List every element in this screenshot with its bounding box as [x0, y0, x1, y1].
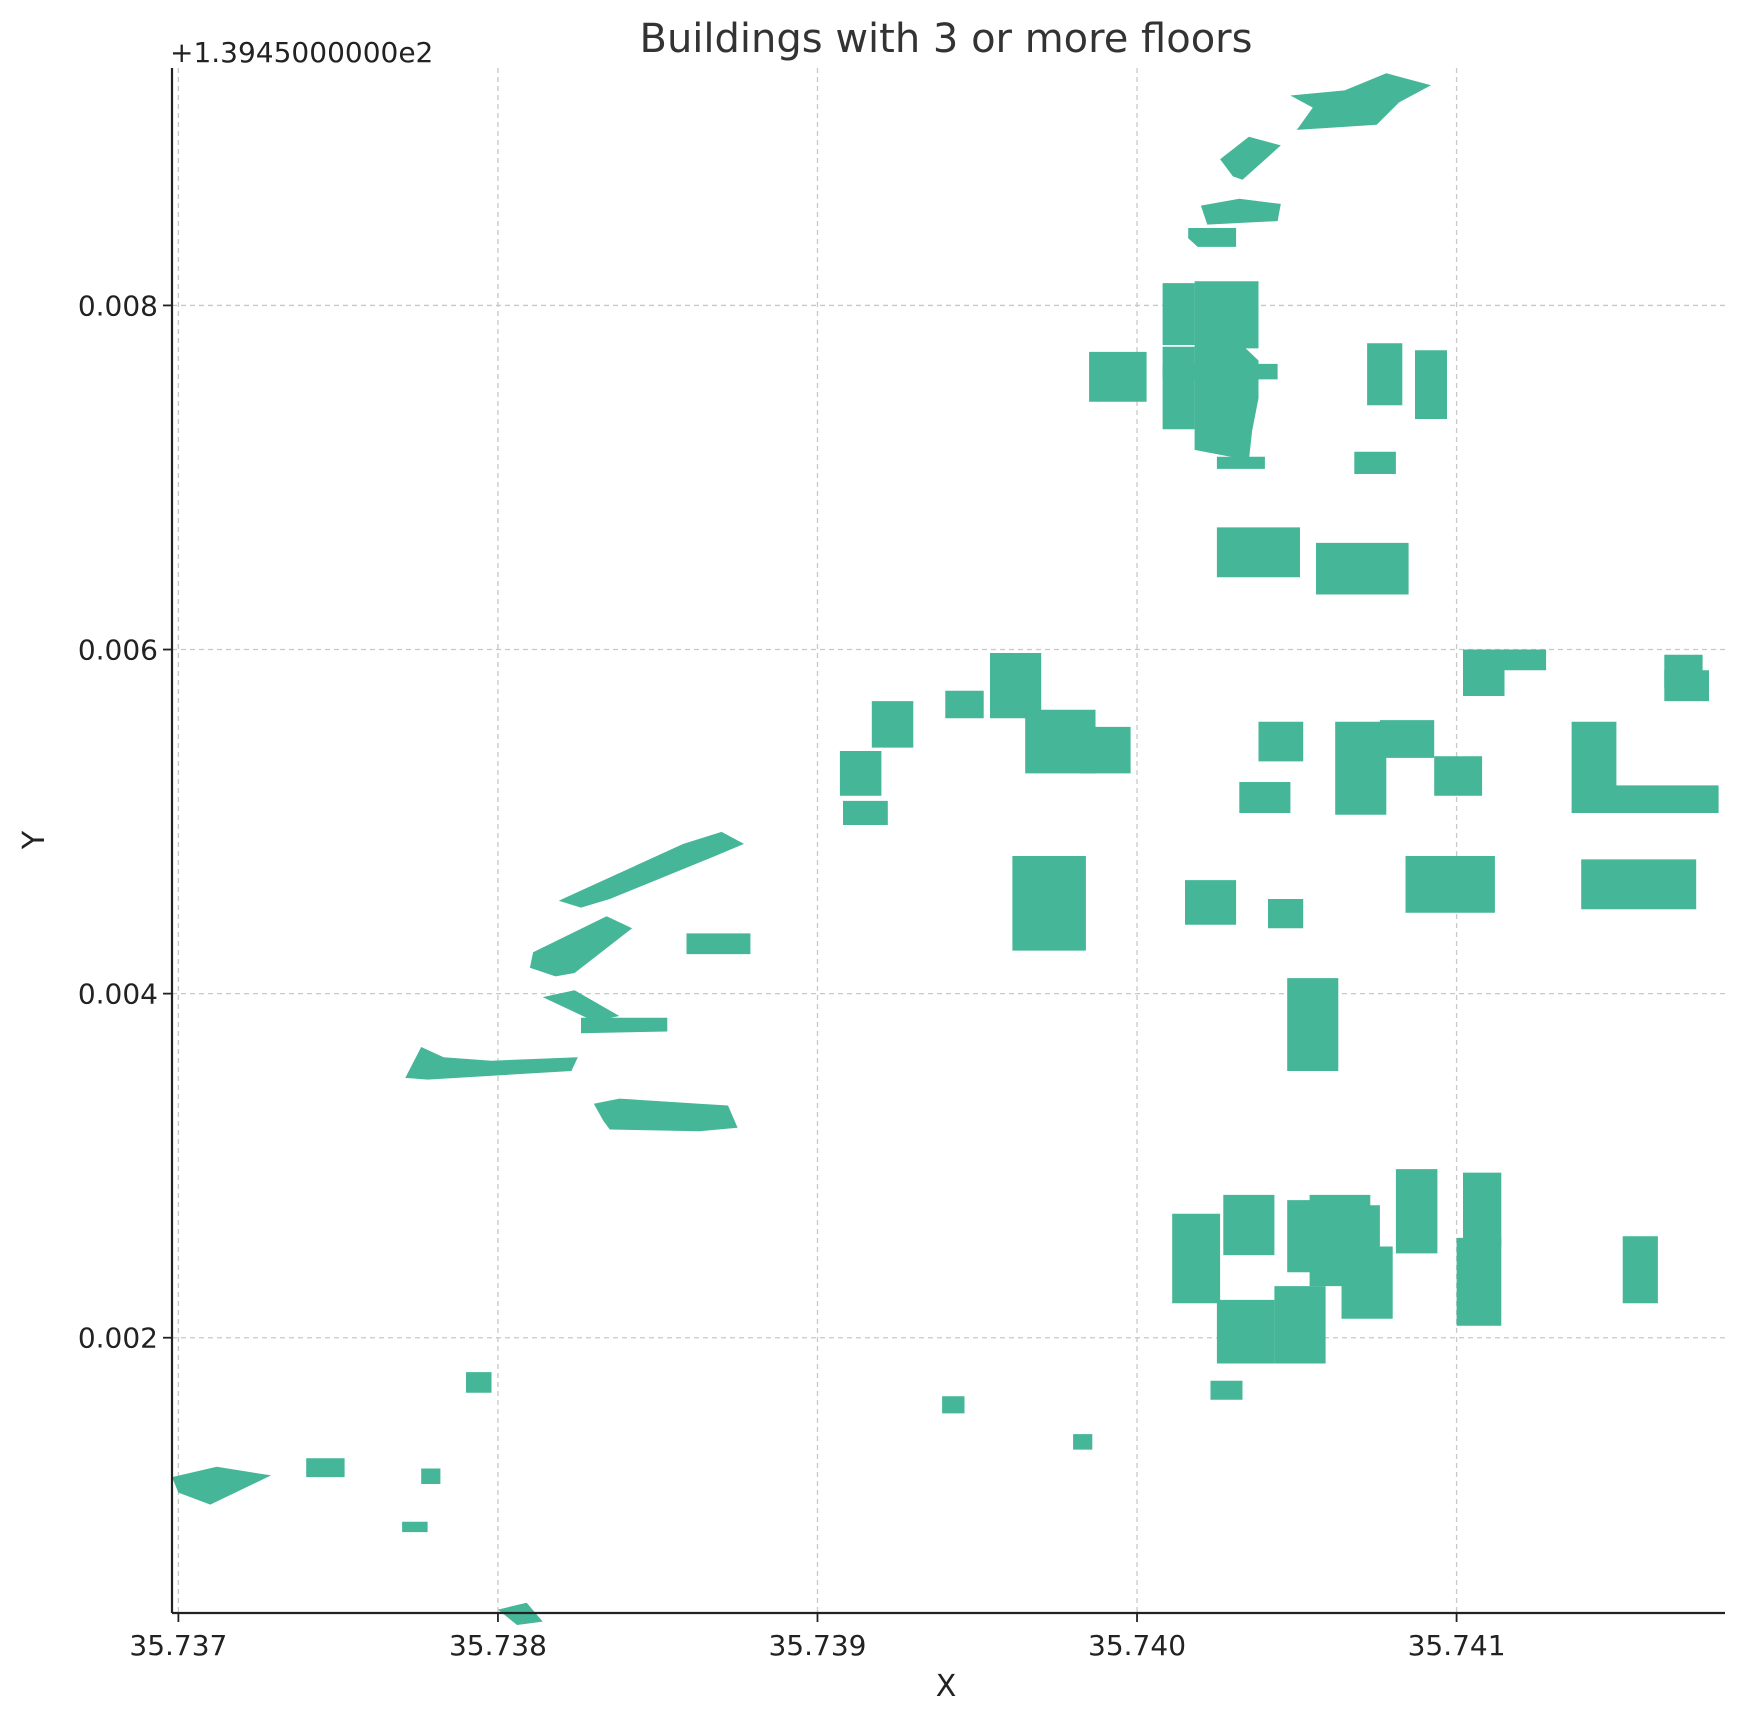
building-footprint [421, 1468, 441, 1484]
x-tick-label: 35.740 [1088, 1629, 1186, 1662]
y-axis-ticks: 0.002 0.004 0.006 0.008 [78, 289, 172, 1355]
building-footprint [466, 1372, 492, 1393]
x-tick-label: 35.737 [129, 1629, 227, 1662]
building-footprint [1287, 978, 1339, 1071]
x-axis-ticks: 35.737 35.738 35.739 35.740 35.741 [129, 1613, 1506, 1662]
grid-lines [172, 68, 1725, 1613]
y-tick-label: 0.002 [78, 1322, 158, 1355]
building-footprint [1239, 782, 1291, 813]
building-footprint [1606, 785, 1719, 813]
building-footprint [1172, 1213, 1221, 1304]
y-tick-label: 0.006 [78, 634, 158, 667]
x-tick-label: 35.738 [449, 1629, 547, 1662]
building-footprint [686, 933, 751, 955]
building-footprint [1268, 899, 1304, 929]
building-footprint [1379, 720, 1435, 758]
x-tick-label: 35.741 [1408, 1629, 1506, 1662]
x-tick-label: 35.739 [768, 1629, 866, 1662]
building-footprint [1162, 283, 1195, 345]
building-footprint [1316, 542, 1409, 595]
y-offset-label: +1.3945000000e2 [170, 36, 433, 69]
building-footprint [1354, 451, 1396, 474]
building-footprint [172, 1466, 272, 1505]
building-footprint [1415, 350, 1447, 419]
building-footprint [593, 1098, 738, 1132]
y-axis-label: Y [17, 830, 52, 850]
building-footprint [1395, 1169, 1438, 1254]
building-footprint [1463, 1172, 1502, 1247]
building-footprint [1162, 346, 1195, 430]
building-footprint [1664, 654, 1703, 688]
building-footprint [1405, 856, 1495, 913]
building-footprint [1434, 756, 1483, 796]
building-footprint [1025, 709, 1096, 774]
building-footprint [839, 751, 882, 796]
building-footprint [1622, 1236, 1658, 1304]
building-footprint [1200, 198, 1281, 225]
chart-title: Buildings with 3 or more floors [640, 16, 1253, 62]
building-footprint [990, 653, 1042, 719]
building-footprint [945, 690, 984, 719]
building-footprint [542, 990, 620, 1022]
building-footprint [1341, 1205, 1380, 1293]
building-footprint [529, 916, 633, 977]
building-footprint [1216, 1299, 1275, 1364]
building-footprint [1188, 228, 1237, 247]
building-footprints [172, 73, 1719, 1625]
building-footprint [306, 1458, 345, 1478]
building-footprint [1185, 880, 1237, 925]
building-footprint [942, 1396, 965, 1414]
building-footprint [558, 831, 744, 908]
building-footprint [871, 701, 914, 748]
building-footprint [1335, 721, 1387, 815]
building-footprint [1012, 856, 1086, 951]
building-footprint [1220, 136, 1281, 180]
building-footprint [1581, 859, 1697, 910]
building-footprint [581, 1017, 668, 1034]
building-footprint [1073, 1434, 1093, 1450]
building-footprint [1367, 343, 1403, 406]
building-footprint [402, 1521, 428, 1533]
building-footprint [1488, 649, 1547, 671]
axes [170, 68, 1725, 1615]
building-footprint [1287, 1200, 1326, 1273]
building-footprint [1216, 456, 1265, 469]
building-footprint [1290, 73, 1431, 130]
building-footprint [1216, 527, 1300, 578]
y-tick-label: 0.008 [78, 289, 158, 322]
building-footprint [1274, 1286, 1326, 1364]
y-tick-label: 0.004 [78, 978, 158, 1011]
x-axis-label: X [936, 1669, 957, 1704]
building-footprint [1089, 351, 1147, 402]
building-footprint [1223, 1194, 1275, 1256]
building-footprint [843, 800, 888, 825]
building-footprint [1210, 1380, 1243, 1400]
building-footprint [1456, 1237, 1502, 1326]
building-footprint [1258, 721, 1304, 762]
building-footprint [405, 1047, 578, 1080]
building-footprint [1574, 756, 1610, 813]
